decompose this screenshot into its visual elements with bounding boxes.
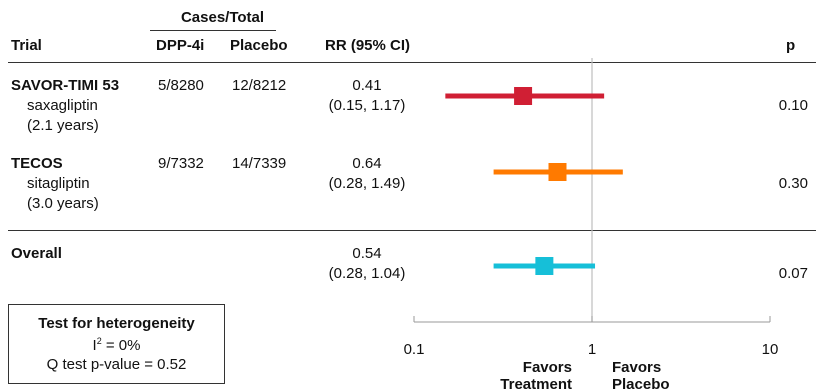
dpp4i-cases: 9/7332 xyxy=(158,155,204,172)
placebo-cases: 14/7339 xyxy=(232,155,287,172)
trial-column-header: Trial xyxy=(11,37,42,54)
favors-treatment-label: Treatment xyxy=(500,376,572,392)
p-value: 0.07 xyxy=(778,265,808,282)
cases-total-header: Cases/Total xyxy=(180,9,265,26)
cases-total-rule xyxy=(150,30,276,31)
rr-value: 0.54 xyxy=(352,245,382,262)
dpp4i-cases: 5/8280 xyxy=(158,77,204,94)
trial-duration: (3.0 years) xyxy=(27,195,99,212)
header-rule xyxy=(8,62,816,63)
x-tick-label: 1 xyxy=(588,341,596,358)
point-estimate xyxy=(514,87,533,105)
overall-rule xyxy=(8,230,816,231)
rr-ci: (0.28, 1.04) xyxy=(328,265,406,282)
favors-placebo-label: Placebo xyxy=(612,376,670,392)
placebo-cases: 12/8212 xyxy=(232,77,287,94)
trial-name: TECOS xyxy=(11,155,63,172)
i2-statistic: I2 = 0% xyxy=(92,336,141,355)
placebo-column-header: Placebo xyxy=(230,37,288,54)
rr-value: 0.64 xyxy=(352,155,382,172)
p-value: 0.30 xyxy=(778,175,808,192)
point-estimate xyxy=(535,257,554,275)
q-test-pvalue: Q test p-value = 0.52 xyxy=(46,356,187,373)
overall-label: Overall xyxy=(11,245,62,262)
x-tick-label: 10 xyxy=(762,341,779,358)
x-tick-label: 0.1 xyxy=(404,341,425,358)
trial-drug: sitagliptin xyxy=(27,175,90,192)
heterogeneity-title: Test for heterogeneity xyxy=(38,315,195,332)
favors-placebo-label: Favors xyxy=(612,359,661,376)
trial-duration: (2.1 years) xyxy=(27,117,99,134)
rr-column-header: RR (95% CI) xyxy=(325,37,411,54)
point-estimate xyxy=(548,163,567,181)
rr-value: 0.41 xyxy=(352,77,382,94)
favors-treatment-label: Favors xyxy=(523,359,572,376)
dpp4i-column-header: DPP-4i xyxy=(156,37,205,54)
p-column-header: p xyxy=(786,37,796,54)
trial-name: SAVOR-TIMI 53 xyxy=(11,77,120,94)
rr-ci: (0.28, 1.49) xyxy=(328,175,406,192)
heterogeneity-box: Test for heterogeneity I2 = 0% Q test p-… xyxy=(8,304,225,384)
rr-ci: (0.15, 1.17) xyxy=(328,97,406,114)
trial-drug: saxagliptin xyxy=(27,97,98,114)
p-value: 0.10 xyxy=(778,97,808,114)
